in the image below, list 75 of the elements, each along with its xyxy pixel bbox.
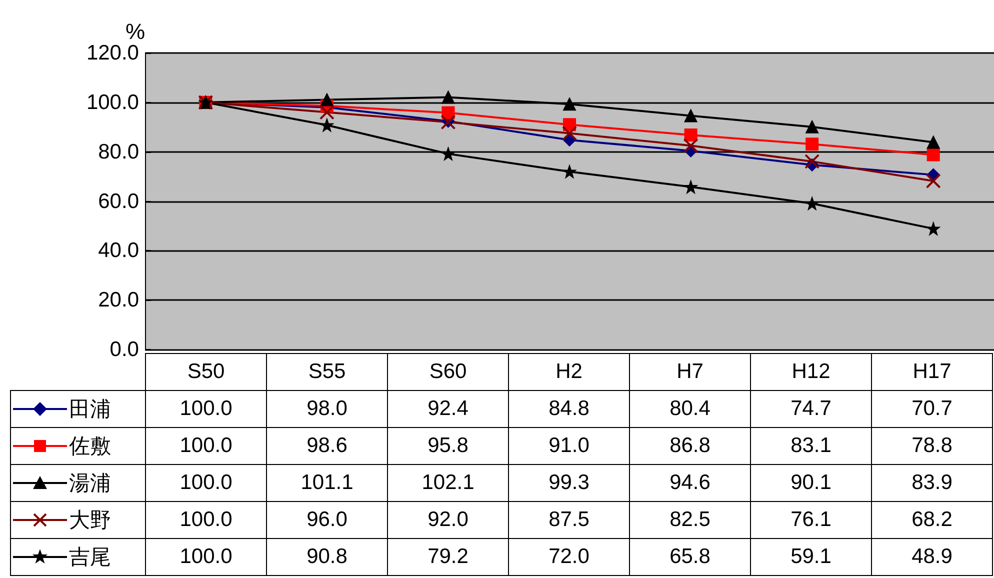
- data-label: 92.0: [388, 502, 508, 538]
- point: [804, 154, 820, 169]
- y-tick-label: 20.0: [98, 288, 139, 312]
- data-label: 68.2: [872, 502, 992, 538]
- y-tick-label: 100.0: [86, 90, 139, 114]
- point: [563, 165, 576, 178]
- y-tick-label: 60.0: [98, 190, 139, 213]
- data-label: 72.0: [508, 538, 630, 576]
- data-label: 74.7: [750, 390, 872, 428]
- data-label: 101.1: [266, 464, 388, 502]
- y-tick-label: 0.0: [110, 338, 139, 361]
- point: [683, 138, 698, 154]
- data-label: 82.5: [630, 502, 750, 538]
- data-label: 100.0: [146, 502, 266, 538]
- point: [926, 222, 940, 236]
- data-label: 91.0: [508, 428, 630, 464]
- data-label: 95.8: [388, 428, 508, 464]
- point: [442, 90, 455, 104]
- x-tick-label: S60: [388, 354, 508, 390]
- x-tick-label: S55: [266, 354, 388, 390]
- data-label: 76.1: [750, 502, 872, 538]
- data-label: 83.9: [872, 464, 992, 502]
- point: [684, 128, 698, 142]
- data-label: 87.5: [508, 502, 630, 538]
- x-tick-label: H7: [630, 354, 750, 390]
- data-label: 59.1: [750, 538, 872, 576]
- point: [562, 126, 577, 141]
- y-axis-title: %: [125, 19, 145, 44]
- data-label: 92.4: [388, 390, 508, 428]
- data-label: 99.3: [508, 464, 630, 502]
- data-label: 70.7: [872, 390, 992, 428]
- data-label: 86.8: [630, 428, 750, 464]
- legend-label: 佐敷: [69, 435, 111, 458]
- data-label: 48.9: [872, 538, 992, 576]
- data-label: 65.8: [630, 538, 750, 576]
- x-tick-label: H12: [750, 354, 872, 390]
- data-label: 78.8: [872, 428, 992, 464]
- data-label: 79.2: [388, 538, 508, 576]
- point: [926, 148, 940, 162]
- point: [563, 98, 576, 111]
- legend-label: 田浦: [69, 398, 111, 421]
- point: [319, 104, 334, 120]
- x-tick-label: S50: [146, 354, 266, 390]
- point: [926, 173, 941, 188]
- legend-label: 大野: [69, 509, 111, 532]
- data-label: 80.4: [630, 390, 750, 428]
- data-label: 100.0: [146, 428, 266, 464]
- point: [442, 147, 455, 160]
- legend-label: 湯浦: [69, 472, 111, 495]
- point: [806, 196, 819, 210]
- data-label: 84.8: [508, 390, 630, 428]
- point: [320, 93, 334, 106]
- point: [320, 118, 334, 132]
- point: [926, 136, 940, 149]
- data-label: 100.0: [146, 538, 266, 576]
- y-tick-label: 40.0: [98, 239, 139, 262]
- data-label: 98.6: [266, 428, 388, 464]
- data-label: 83.1: [750, 428, 872, 464]
- point: [806, 138, 819, 151]
- data-label: 90.8: [266, 538, 388, 576]
- data-label: 96.0: [266, 502, 388, 538]
- data-label: 90.1: [750, 464, 872, 502]
- y-tick-label: 120.0: [86, 42, 139, 64]
- y-tick-label: 80.0: [98, 140, 139, 164]
- x-tick-label: H2: [508, 354, 630, 390]
- x-tick-label: H17: [872, 354, 992, 390]
- data-label: 94.6: [630, 464, 750, 502]
- point: [806, 120, 819, 134]
- point: [684, 109, 698, 122]
- legend-label: 吉尾: [69, 546, 111, 569]
- point: [684, 180, 698, 194]
- data-label: 100.0: [146, 464, 266, 502]
- data-label: 100.0: [146, 390, 266, 428]
- data-label: 102.1: [388, 464, 508, 502]
- data-label: 98.0: [266, 390, 388, 428]
